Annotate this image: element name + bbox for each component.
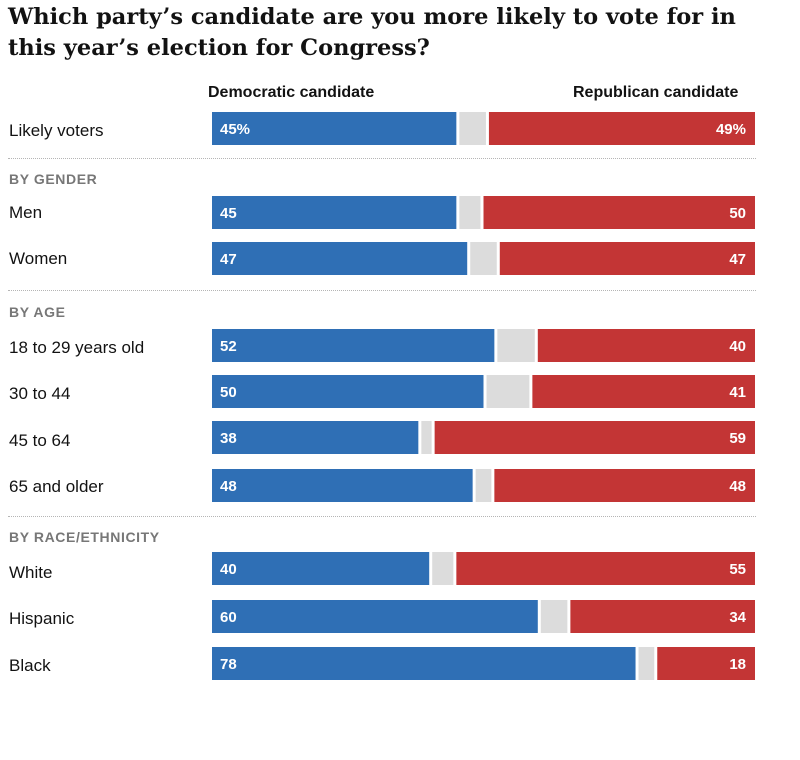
- democratic-value-label: 45: [220, 205, 237, 222]
- undecided-bar: [432, 552, 454, 585]
- democratic-value-label: 50: [220, 384, 237, 401]
- republican-bar: [488, 112, 755, 145]
- section-divider: [8, 290, 756, 291]
- section-label-gender: BY GENDER: [9, 171, 98, 187]
- row-label-45-64: 45 to 64: [9, 431, 71, 450]
- undecided-bar: [486, 375, 530, 408]
- republican-bar: [537, 329, 755, 362]
- section-divider: [8, 516, 756, 517]
- republican-header: Republican candidate: [573, 84, 739, 101]
- section-label-age: BY AGE: [9, 304, 66, 320]
- undecided-bar: [470, 242, 497, 275]
- republican-bar: [494, 469, 755, 502]
- democratic-bar: [212, 112, 457, 145]
- democratic-value-label: 48: [220, 478, 237, 495]
- democratic-header: Democratic candidate: [208, 84, 375, 101]
- chart-title: Which party’s candidate are you more lik…: [8, 4, 736, 61]
- republican-bar: [483, 196, 755, 229]
- republican-value-label: 59: [729, 430, 746, 447]
- democratic-value-label: 45%: [220, 121, 250, 138]
- republican-bar: [499, 242, 755, 275]
- row-label-white: White: [9, 563, 53, 582]
- row-label-women: Women: [9, 249, 68, 268]
- democratic-value-label: 40: [220, 561, 237, 578]
- republican-value-label: 18: [729, 656, 746, 673]
- republican-value-label: 47: [729, 251, 746, 268]
- democratic-value-label: 78: [220, 656, 237, 673]
- republican-bar: [456, 552, 755, 585]
- republican-bar: [570, 600, 755, 633]
- democratic-bar: [212, 647, 636, 680]
- republican-value-label: 34: [729, 609, 746, 626]
- democratic-bar: [212, 329, 495, 362]
- republican-value-label: 50: [729, 205, 746, 222]
- republican-bar: [657, 647, 755, 680]
- republican-value-label: 40: [729, 338, 746, 355]
- democratic-value-label: 38: [220, 430, 237, 447]
- democratic-bar: [212, 469, 473, 502]
- row-label-likely-voters: Likely voters: [9, 121, 104, 140]
- democratic-value-label: 60: [220, 609, 237, 626]
- undecided-bar: [475, 469, 492, 502]
- undecided-bar: [540, 600, 568, 633]
- republican-value-label: 48: [729, 478, 746, 495]
- row-label-30-44: 30 to 44: [9, 384, 71, 403]
- section-label-race: BY RACE/ETHNICITY: [9, 529, 160, 545]
- row-label-18-29: 18 to 29 years old: [9, 338, 145, 357]
- undecided-bar: [421, 421, 432, 454]
- democratic-value-label: 52: [220, 338, 237, 355]
- undecided-bar: [459, 112, 486, 145]
- democratic-bar: [212, 196, 457, 229]
- republican-bar: [434, 421, 755, 454]
- republican-value-label: 41: [729, 384, 746, 401]
- republican-bar: [532, 375, 755, 408]
- undecided-bar: [497, 329, 535, 362]
- row-label-65-older: 65 and older: [9, 477, 104, 496]
- row-label-hispanic: Hispanic: [9, 609, 75, 628]
- democratic-bar: [212, 375, 484, 408]
- democratic-value-label: 47: [220, 251, 237, 268]
- republican-value-label: 49%: [716, 121, 746, 138]
- democratic-bar: [212, 242, 468, 275]
- undecided-bar: [638, 647, 655, 680]
- republican-value-label: 55: [729, 561, 746, 578]
- undecided-bar: [459, 196, 481, 229]
- democratic-bar: [212, 421, 419, 454]
- democratic-bar: [212, 552, 430, 585]
- row-label-black: Black: [9, 656, 51, 675]
- row-label-men: Men: [9, 203, 43, 222]
- democratic-bar: [212, 600, 538, 633]
- section-divider: [8, 158, 756, 159]
